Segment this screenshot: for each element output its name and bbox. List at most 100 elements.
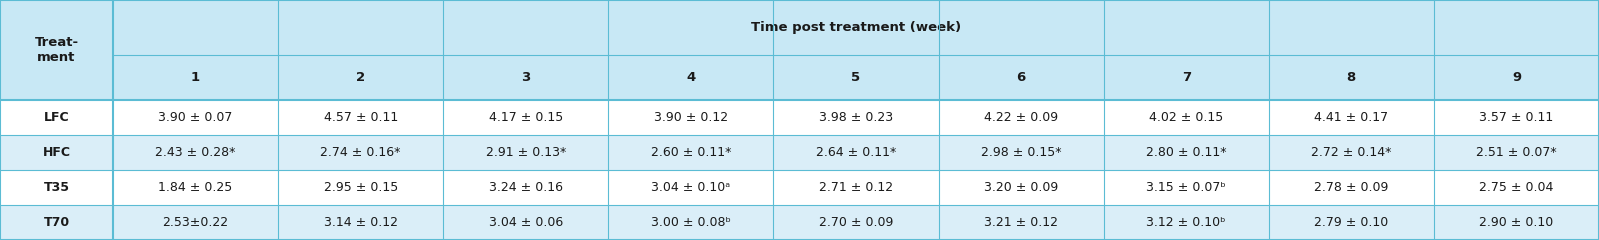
Bar [1434,205,1599,240]
Bar [1268,135,1434,170]
Text: 8: 8 [1346,71,1356,84]
Text: 4.02 ± 0.15: 4.02 ± 0.15 [1150,111,1223,124]
Bar [1268,100,1434,135]
Text: 2.60 ± 0.11*: 2.60 ± 0.11* [651,146,731,159]
Bar [939,170,1103,205]
Text: 3.57 ± 0.11: 3.57 ± 0.11 [1479,111,1554,124]
Text: 3.04 ± 0.06: 3.04 ± 0.06 [489,216,563,229]
Bar [1434,170,1599,205]
Text: 2.80 ± 0.11*: 2.80 ± 0.11* [1146,146,1226,159]
Bar [443,135,608,170]
Text: 3.98 ± 0.23: 3.98 ± 0.23 [819,111,894,124]
Bar [774,55,939,100]
Text: 7: 7 [1182,71,1191,84]
Bar [608,170,774,205]
Text: 2.95 ± 0.15: 2.95 ± 0.15 [323,181,398,194]
Bar [939,100,1103,135]
Text: 2.51 ± 0.07*: 2.51 ± 0.07* [1476,146,1557,159]
Text: 2.53±0.22: 2.53±0.22 [163,216,229,229]
Text: 3.90 ± 0.12: 3.90 ± 0.12 [654,111,728,124]
Text: 2.98 ± 0.15*: 2.98 ± 0.15* [980,146,1062,159]
Bar [114,55,278,100]
Text: 2.71 ± 0.12: 2.71 ± 0.12 [819,181,894,194]
Bar [939,205,1103,240]
Text: 4.17 ± 0.15: 4.17 ± 0.15 [489,111,563,124]
Bar [114,170,278,205]
Text: 3.21 ± 0.12: 3.21 ± 0.12 [983,216,1059,229]
Bar [1103,55,1268,100]
Text: 2.79 ± 0.10: 2.79 ± 0.10 [1314,216,1388,229]
Text: LFC: LFC [43,111,69,124]
Bar [774,135,939,170]
Text: 2.72 ± 0.14*: 2.72 ± 0.14* [1311,146,1391,159]
Text: 2.64 ± 0.11*: 2.64 ± 0.11* [815,146,895,159]
Bar [0,100,114,135]
Bar [608,205,774,240]
Bar [774,100,939,135]
Text: 2: 2 [357,71,365,84]
Bar [278,170,443,205]
Text: 5: 5 [851,71,860,84]
Text: 4: 4 [686,71,696,84]
Text: 2.74 ± 0.16*: 2.74 ± 0.16* [320,146,401,159]
Bar [443,55,608,100]
Bar [608,100,774,135]
Text: 1: 1 [190,71,200,84]
Text: 4.41 ± 0.17: 4.41 ± 0.17 [1314,111,1388,124]
Text: 3.15 ± 0.07ᵇ: 3.15 ± 0.07ᵇ [1146,181,1226,194]
Text: 6: 6 [1017,71,1025,84]
Bar [278,205,443,240]
Text: 2.75 ± 0.04: 2.75 ± 0.04 [1479,181,1554,194]
Bar [278,100,443,135]
Bar [114,0,1599,55]
Text: 3.12 ± 0.10ᵇ: 3.12 ± 0.10ᵇ [1146,216,1226,229]
Bar [278,55,443,100]
Text: 2.43 ± 0.28*: 2.43 ± 0.28* [155,146,235,159]
Bar [0,170,114,205]
Text: Treat-
ment: Treat- ment [35,36,78,64]
Text: 4.57 ± 0.11: 4.57 ± 0.11 [323,111,398,124]
Text: T70: T70 [43,216,70,229]
Bar [1103,135,1268,170]
Text: 2.91 ± 0.13*: 2.91 ± 0.13* [486,146,566,159]
Text: 2.90 ± 0.10: 2.90 ± 0.10 [1479,216,1554,229]
Bar [1268,205,1434,240]
Text: 4.22 ± 0.09: 4.22 ± 0.09 [983,111,1059,124]
Bar [0,135,114,170]
Text: 2.70 ± 0.09: 2.70 ± 0.09 [819,216,894,229]
Bar [443,100,608,135]
Bar [114,135,278,170]
Bar [608,55,774,100]
Text: 1.84 ± 0.25: 1.84 ± 0.25 [158,181,233,194]
Bar [939,135,1103,170]
Bar [1268,55,1434,100]
Bar [1268,170,1434,205]
Text: T35: T35 [43,181,69,194]
Bar [939,55,1103,100]
Bar [278,135,443,170]
Text: 3.14 ± 0.12: 3.14 ± 0.12 [323,216,398,229]
Bar [774,205,939,240]
Text: 3.20 ± 0.09: 3.20 ± 0.09 [983,181,1059,194]
Bar [1434,135,1599,170]
Bar [774,170,939,205]
Bar [1103,100,1268,135]
Text: 9: 9 [1513,71,1521,84]
Bar [1103,205,1268,240]
Text: 3: 3 [521,71,531,84]
Text: 3.04 ± 0.10ᵃ: 3.04 ± 0.10ᵃ [651,181,731,194]
Bar [443,205,608,240]
Bar [608,135,774,170]
Bar [0,205,114,240]
Text: 3.90 ± 0.07: 3.90 ± 0.07 [158,111,233,124]
Text: 3.24 ± 0.16: 3.24 ± 0.16 [489,181,563,194]
Text: 3.00 ± 0.08ᵇ: 3.00 ± 0.08ᵇ [651,216,731,229]
Bar [0,0,114,100]
Bar [114,205,278,240]
Bar [1434,100,1599,135]
Text: 2.78 ± 0.09: 2.78 ± 0.09 [1314,181,1388,194]
Bar [114,100,278,135]
Bar [1434,55,1599,100]
Text: HFC: HFC [43,146,70,159]
Bar [443,170,608,205]
